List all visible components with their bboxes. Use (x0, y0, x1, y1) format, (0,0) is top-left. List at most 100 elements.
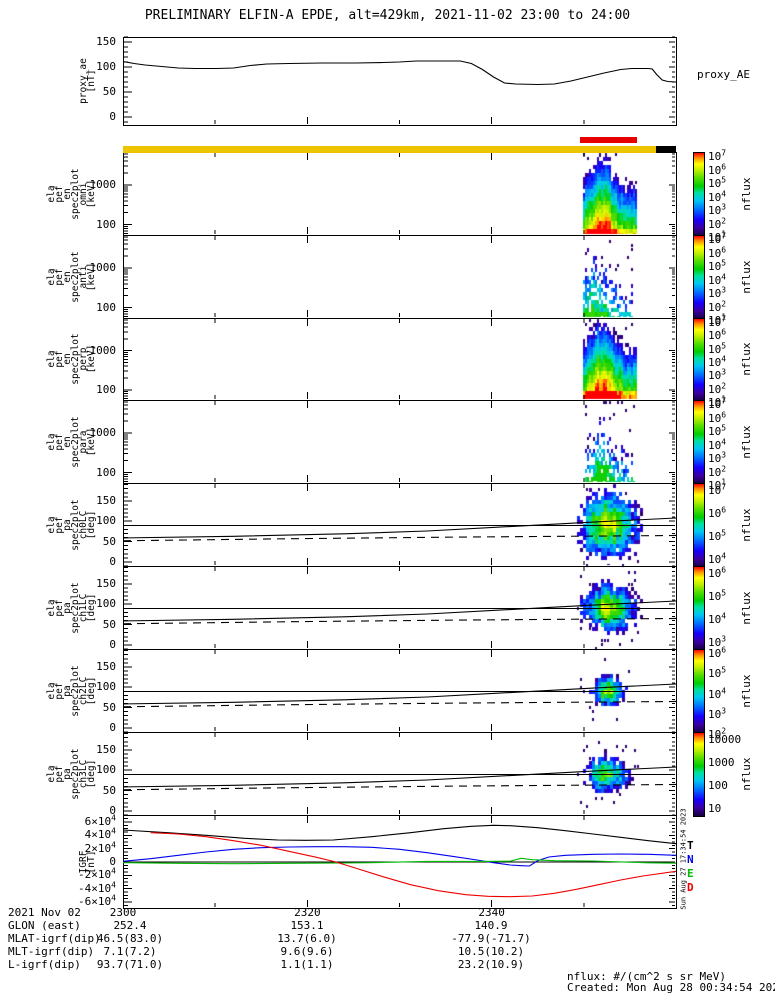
colorbar-tick-label: 107 (708, 231, 727, 246)
y-tick-label: -2×104 (78, 866, 116, 882)
footer-row-label: MLAT-igrf(dip) (8, 932, 101, 945)
colorbar-tick-label: 106 (708, 409, 727, 425)
colorbar-tick-label: 104 (708, 271, 727, 287)
colorbar-tick-label: 102 (708, 381, 727, 396)
y-tick-label: 100 (96, 382, 116, 396)
y-tick-label: 100 (96, 465, 116, 479)
y-tick-label: 0 (109, 110, 116, 123)
colorbar-tick-label: 101 (708, 229, 727, 244)
panel-border (123, 235, 677, 319)
colorbar-tick-label: 106 (708, 645, 727, 660)
y-tick-label: 4×104 (84, 826, 116, 842)
colorbar-tick-label: 104 (708, 188, 727, 204)
proxy-ae-legend: proxy_AE (697, 68, 750, 81)
colorbar-tick-label: 107 (708, 482, 727, 497)
colorbar-tick-label: 104 (708, 354, 727, 369)
colorbar-unit-label: nflux (740, 590, 754, 625)
y-tick-label: 150 (96, 35, 116, 48)
y-tick-label: 1000 (89, 425, 117, 439)
colorbar-tick-label: 104 (708, 611, 727, 626)
footer-row-label: MLT-igrf(dip) (8, 945, 95, 958)
colorbar-tick-label: 105 (708, 588, 727, 603)
colorbar-tick-label: 1000 (708, 756, 735, 769)
colorbar-tick-label: 105 (708, 423, 727, 438)
igrf-legend-e: E (687, 867, 694, 880)
y-tick-label: 0 (109, 637, 116, 651)
y-tick-label: 6×104 (84, 813, 116, 828)
y-tick-label: 0 (109, 803, 116, 817)
time-tick-label: 2300 (109, 906, 137, 919)
data-line (122, 600, 677, 622)
colorbar-tick-label: 102 (708, 463, 727, 479)
colorbar-tick-label: 105 (708, 665, 727, 681)
colorbar (693, 649, 705, 734)
y-tick-label: 1000 (89, 260, 117, 274)
colorbar-tick-label: 101 (708, 394, 727, 409)
footer-row-label: GLON (east) (8, 919, 81, 932)
colorbar-tick-label: 105 (708, 175, 727, 190)
footer-row-value: 13.7(6.0) (277, 932, 337, 945)
time-tick-label: 2320 (294, 906, 321, 919)
availability-bar (580, 137, 637, 143)
data-line (150, 832, 677, 898)
y-tick-label: 100 (96, 514, 116, 528)
colorbar-tick-label: 103 (708, 634, 727, 649)
panel-ylabel: ela pef en spec2plot omni [keV] (46, 167, 97, 220)
y-tick-label: -4×104 (78, 880, 116, 895)
panel-border (123, 37, 677, 126)
availability-bar (123, 146, 656, 153)
colorbar-tick-label: 107 (708, 148, 727, 163)
y-tick-label: -6×104 (78, 893, 116, 908)
colorbar (693, 152, 705, 237)
colorbar-tick-label: 105 (708, 258, 727, 273)
data-line (122, 517, 677, 539)
footer-row-label: 2021 Nov 02 (8, 906, 81, 919)
panel-ylabel: ela pef en spec2plot perp [keV] (46, 333, 97, 385)
colorbar-tick-label: 102 (708, 215, 727, 231)
colorbar-tick-label: 103 (708, 285, 727, 300)
data-line (122, 824, 677, 845)
created-note: Created: Mon Aug 28 00:34:54 2023 (567, 981, 775, 994)
panel-ylabel: IGRF [nT] (78, 850, 97, 873)
colorbar-unit-label: nflux (740, 259, 754, 294)
panel-ylabel: ela pef pa spec2plot ch3LC [deg] (46, 747, 97, 800)
y-tick-label: 0 (109, 554, 116, 568)
y-tick-label: 100 (96, 680, 116, 694)
colorbar-tick-label: 101 (708, 312, 727, 327)
footer-row-value: 1.1(1.1) (280, 958, 334, 971)
y-tick-label: 0 (109, 855, 116, 868)
footer-row-value: 23.2(10.9) (457, 958, 525, 971)
colorbar-tick-label: 103 (708, 450, 727, 465)
colorbar (693, 566, 705, 651)
colorbar-tick-label: 104 (708, 436, 727, 452)
y-tick-label: 50 (102, 700, 116, 714)
y-tick-label: 150 (96, 659, 116, 673)
colorbar-unit-label: nflux (740, 342, 754, 376)
panel-ylabel: ela pef pa spec2plot ch1LC [deg] (46, 581, 97, 634)
footer-row-value: 10.5(10.2) (457, 945, 525, 958)
y-tick-label: 150 (96, 742, 116, 756)
colorbar-tick-label: 106 (708, 565, 727, 580)
data-line (122, 60, 677, 86)
y-tick-label: 2×104 (84, 840, 116, 855)
nflux-unit-note: nflux: #/(cm^2 s sr MeV) (567, 970, 726, 983)
colorbar-tick-label: 106 (708, 327, 727, 343)
y-tick-label: 0 (109, 720, 116, 734)
panel-border (123, 318, 677, 401)
data-line (122, 846, 677, 867)
colorbar-tick-label: 107 (708, 314, 727, 329)
colorbar-tick-label: 102 (708, 726, 727, 741)
panel-ylabel: ela pef pa spec2plot ch2LC [deg] (46, 664, 97, 717)
panel-border (123, 400, 677, 484)
colorbar-tick-label: 10 (708, 802, 722, 815)
colorbar (693, 318, 705, 402)
colorbar-tick-label: 106 (708, 161, 727, 177)
y-tick-label: 50 (102, 783, 116, 797)
colorbar-tick-label: 104 (708, 685, 727, 701)
colorbar-tick-label: 101 (708, 477, 727, 492)
time-tick-label: 2340 (478, 906, 505, 919)
igrf-legend-n: N (687, 853, 694, 866)
panel-border (123, 815, 677, 909)
